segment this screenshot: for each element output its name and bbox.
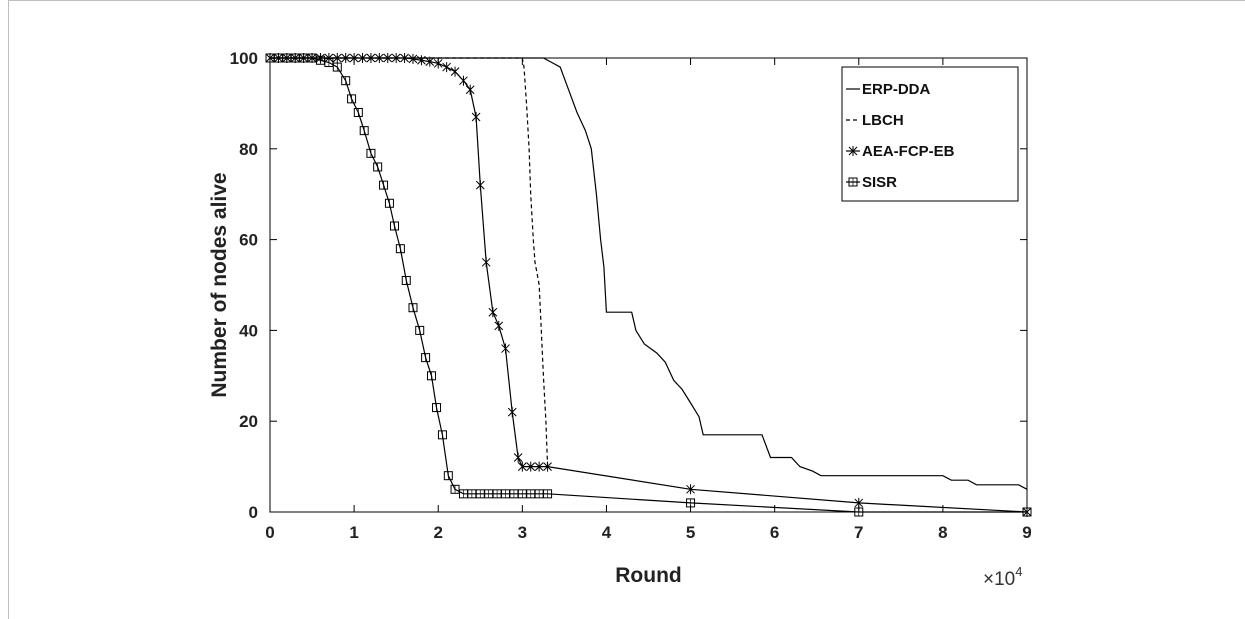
data-point-star: [358, 53, 367, 63]
series-group: [265, 53, 1032, 517]
data-point-star: [349, 53, 359, 63]
legend-label: AEA-FCP-EB: [862, 143, 955, 160]
data-point-star: [848, 146, 858, 156]
data-point-star: [408, 53, 418, 64]
data-point-star: [433, 58, 443, 69]
legend-label: LBCH: [862, 112, 904, 129]
data-point-star: [543, 461, 552, 472]
data-point-star: [391, 53, 401, 63]
series-erp-dda: [270, 57, 1028, 490]
y-axis-label: Number of nodes alive: [208, 172, 231, 397]
x-multiplier-base: ×10: [983, 569, 1015, 590]
legend-item: ERP-DDA: [846, 81, 931, 98]
x-multiplier-exponent: 4: [1015, 564, 1022, 579]
x-tick-label: 5: [686, 523, 695, 542]
x-tick-label: 9: [1022, 523, 1031, 542]
x-axis-label: Round: [615, 564, 681, 587]
data-point-star: [400, 53, 409, 63]
series-line: [270, 57, 549, 467]
legend-box: [841, 66, 1019, 202]
plot-box: [269, 57, 1028, 513]
legend-item: AEA-FCP-EB: [846, 143, 955, 160]
x-tick-label: 6: [770, 523, 779, 542]
plot-area: [269, 57, 1028, 513]
series-sisr: [265, 53, 1032, 517]
x-tick-label: 1: [349, 523, 358, 542]
axis-ticks: 0 1 2 3 4 5 6 7 8 9 0 20 40 60 80 100: [230, 49, 1032, 542]
data-point-star: [534, 461, 544, 472]
data-point-star: [513, 452, 523, 463]
x-tick-label: 3: [518, 523, 527, 542]
data-point-star: [374, 53, 384, 63]
data-point-star: [494, 320, 504, 331]
data-point-star: [471, 112, 481, 123]
data-point-star: [442, 62, 451, 73]
figure-frame: [8, 0, 1245, 619]
data-point-star: [488, 307, 498, 318]
data-point-star: [383, 53, 393, 63]
y-tick-label: 20: [239, 412, 258, 431]
y-tick-label: 40: [239, 321, 258, 340]
data-point-star: [517, 461, 527, 472]
data-point-star: [425, 56, 435, 67]
data-point-star: [465, 84, 475, 95]
x-tick-label: 0: [265, 523, 274, 542]
series-line: [270, 57, 1028, 490]
legend-item: SISR: [846, 174, 897, 191]
legend-item: LBCH: [846, 112, 904, 129]
series-lbch: [270, 57, 549, 467]
legend-label: ERP-DDA: [862, 81, 931, 98]
x-tick-label: 8: [938, 523, 947, 542]
data-point-star: [526, 461, 536, 472]
data-point-star: [475, 180, 485, 191]
data-point-star: [481, 257, 491, 268]
legend: ERP-DDA LBCH AEA-FCP-EB SISR: [841, 66, 1019, 202]
data-point-star: [450, 66, 460, 77]
data-point-star: [854, 497, 864, 508]
data-point-star: [507, 407, 517, 418]
y-tick-label: 100: [230, 49, 258, 68]
x-tick-label: 4: [602, 523, 612, 542]
series-line: [270, 57, 1027, 513]
x-tick-label: 7: [854, 523, 863, 542]
data-point-star: [341, 53, 351, 63]
y-tick-label: 60: [239, 231, 258, 250]
data-point-star: [417, 55, 426, 66]
x-tick-label: 2: [433, 523, 442, 542]
data-point-star: [332, 53, 342, 63]
y-tick-label: 80: [239, 140, 258, 159]
data-point-star: [501, 343, 510, 354]
legend-label: SISR: [862, 174, 897, 191]
y-tick-label: 0: [249, 503, 258, 522]
x-multiplier-label: ×104: [983, 564, 1022, 590]
data-point-star: [366, 53, 376, 63]
data-point-star: [686, 484, 695, 495]
data-point-star: [459, 75, 468, 86]
